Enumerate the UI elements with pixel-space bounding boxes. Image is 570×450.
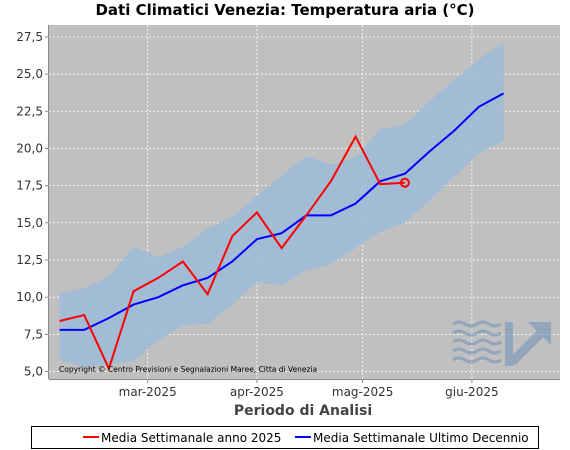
x-tick-label: giu-2025 — [445, 385, 498, 399]
y-tick-label: 20,0 — [16, 141, 43, 155]
y-tick-label: 17,5 — [16, 179, 43, 193]
y-tick-label: 27,5 — [16, 30, 43, 44]
series-line-decennio — [59, 92, 505, 331]
y-tick-label: 15,0 — [16, 216, 43, 230]
last-point-marker — [399, 177, 410, 188]
x-tick-label: mar-2025 — [119, 385, 177, 399]
y-axis-ticks: 5,0 7,5 10,0 12,5 15,0 17,5 20,0 22,5 25,0 27,5 — [16, 30, 49, 379]
venezia-logo-icon — [452, 320, 551, 366]
y-tick-label: 22,5 — [16, 104, 43, 118]
x-axis-ticks: mar-2025 apr-2025 mag-2025 giu-2025 — [119, 379, 499, 399]
legend: Media Settimanale anno 2025 Media Settim… — [31, 426, 539, 449]
series-line-2025 — [59, 134, 405, 372]
chart-title: Dati Climatici Venezia: Temperatura aria… — [95, 1, 474, 19]
x-tick-label: apr-2025 — [230, 385, 284, 399]
x-axis-title: Periodo di Analisi — [234, 403, 372, 419]
legend-label-2025: Media Settimanale anno 2025 — [101, 431, 281, 445]
legend-label-decennio: Media Settimanale Ultimo Decennio — [313, 431, 529, 445]
legend-box — [31, 426, 539, 449]
x-tick-label: mag-2025 — [332, 385, 394, 399]
y-tick-label: 10,0 — [16, 290, 43, 304]
copyright-note: Copyright © Centro Previsioni e Segnalaz… — [59, 365, 317, 374]
y-tick-label: 25,0 — [16, 67, 43, 81]
y-tick-label: 7,5 — [24, 327, 43, 341]
y-tick-label: 5,0 — [24, 365, 43, 379]
y-tick-label: 12,5 — [16, 253, 43, 267]
band-ultimo-decennio — [59, 42, 504, 368]
